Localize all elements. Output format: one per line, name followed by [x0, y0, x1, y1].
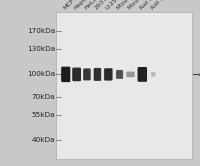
Text: DDX1: DDX1	[199, 71, 200, 77]
FancyBboxPatch shape	[94, 68, 101, 81]
Text: 100kDa: 100kDa	[27, 71, 55, 77]
Text: 70kDa: 70kDa	[32, 94, 55, 100]
Text: HepG2: HepG2	[73, 0, 92, 11]
FancyBboxPatch shape	[94, 70, 95, 79]
FancyBboxPatch shape	[138, 67, 147, 82]
Text: Rat skeletal muscle: Rat skeletal muscle	[150, 0, 198, 11]
FancyBboxPatch shape	[116, 70, 123, 79]
Text: 55kDa: 55kDa	[32, 112, 55, 118]
FancyBboxPatch shape	[126, 72, 135, 77]
FancyBboxPatch shape	[151, 72, 155, 77]
FancyBboxPatch shape	[116, 71, 118, 78]
FancyBboxPatch shape	[61, 67, 70, 82]
Text: 170kDa: 170kDa	[27, 28, 55, 34]
Text: 130kDa: 130kDa	[27, 45, 55, 52]
Text: Rat brain: Rat brain	[139, 0, 163, 11]
FancyBboxPatch shape	[83, 68, 91, 80]
FancyBboxPatch shape	[104, 70, 106, 79]
Text: 293T: 293T	[94, 0, 109, 11]
FancyBboxPatch shape	[56, 12, 192, 159]
Text: MCF7: MCF7	[62, 0, 78, 11]
Text: Mouse brain: Mouse brain	[116, 0, 148, 11]
Text: Mouse skeletal muscle: Mouse skeletal muscle	[127, 0, 182, 11]
FancyBboxPatch shape	[83, 70, 85, 79]
FancyBboxPatch shape	[61, 69, 63, 80]
Text: U-251MG: U-251MG	[105, 0, 129, 11]
FancyBboxPatch shape	[72, 69, 74, 80]
Text: HeLa: HeLa	[83, 0, 98, 11]
Text: 40kDa: 40kDa	[32, 137, 55, 143]
FancyBboxPatch shape	[137, 69, 139, 80]
FancyBboxPatch shape	[104, 68, 113, 81]
FancyBboxPatch shape	[72, 68, 81, 81]
